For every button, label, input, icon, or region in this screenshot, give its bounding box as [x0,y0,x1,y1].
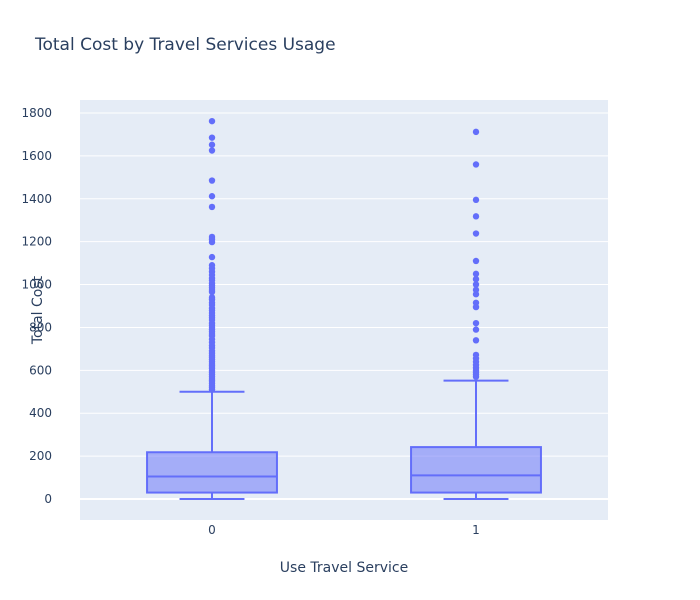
outlier-point [208,117,216,125]
y-tick-label: 1200 [21,235,52,249]
outlier-point [208,147,216,154]
outlier-point [472,230,480,237]
outlier-point [472,319,480,327]
chart-title: Total Cost by Travel Services Usage [34,35,336,55]
outlier-point [472,281,480,288]
y-axis-title: Total Cost [30,275,46,345]
outlier-point [208,177,216,184]
box-1 [410,128,542,500]
y-tick-labels: 0 200 400 600 800 1000 1200 1400 1600 1800 [21,106,52,506]
outlier-point [472,257,480,265]
outlier-point [208,253,216,261]
outlier-point [472,196,480,204]
outlier-point [472,337,480,344]
y-tick-label: 1000 [21,278,52,292]
outlier-point [472,128,480,136]
x-axis-title: Use Travel Service [280,560,408,576]
outlier-point [472,303,480,311]
outlier-point [472,161,480,168]
iqr-box [410,446,542,494]
outlier-point [472,326,480,333]
outlier-point [472,270,480,278]
x-tick-label: 1 [472,523,480,537]
y-gridlines [80,112,608,500]
outlier-point [208,134,216,141]
outlier-point [472,291,480,298]
outlier-point [208,141,216,148]
outlier-point [472,373,480,380]
x-tick-label: 0 [208,523,216,537]
outlier-point [208,386,216,393]
outlier-point [208,238,216,246]
y-tick-label: 600 [29,363,52,377]
y-tick-label: 1600 [21,149,52,163]
outlier-point [208,203,216,211]
y-tick-label: 1400 [21,192,52,206]
y-tick-label: 1800 [21,106,52,120]
y-tick-label: 800 [29,320,52,334]
boxes [146,117,542,500]
outlier-point [208,288,216,296]
outlier-point [472,213,480,220]
box-0 [146,117,278,500]
outlier-point [208,193,216,200]
y-tick-label: 200 [29,449,52,463]
y-tick-label: 400 [29,406,52,420]
y-tick-label: 0 [44,492,52,506]
iqr-box [146,451,278,494]
outlier-point [472,275,480,283]
